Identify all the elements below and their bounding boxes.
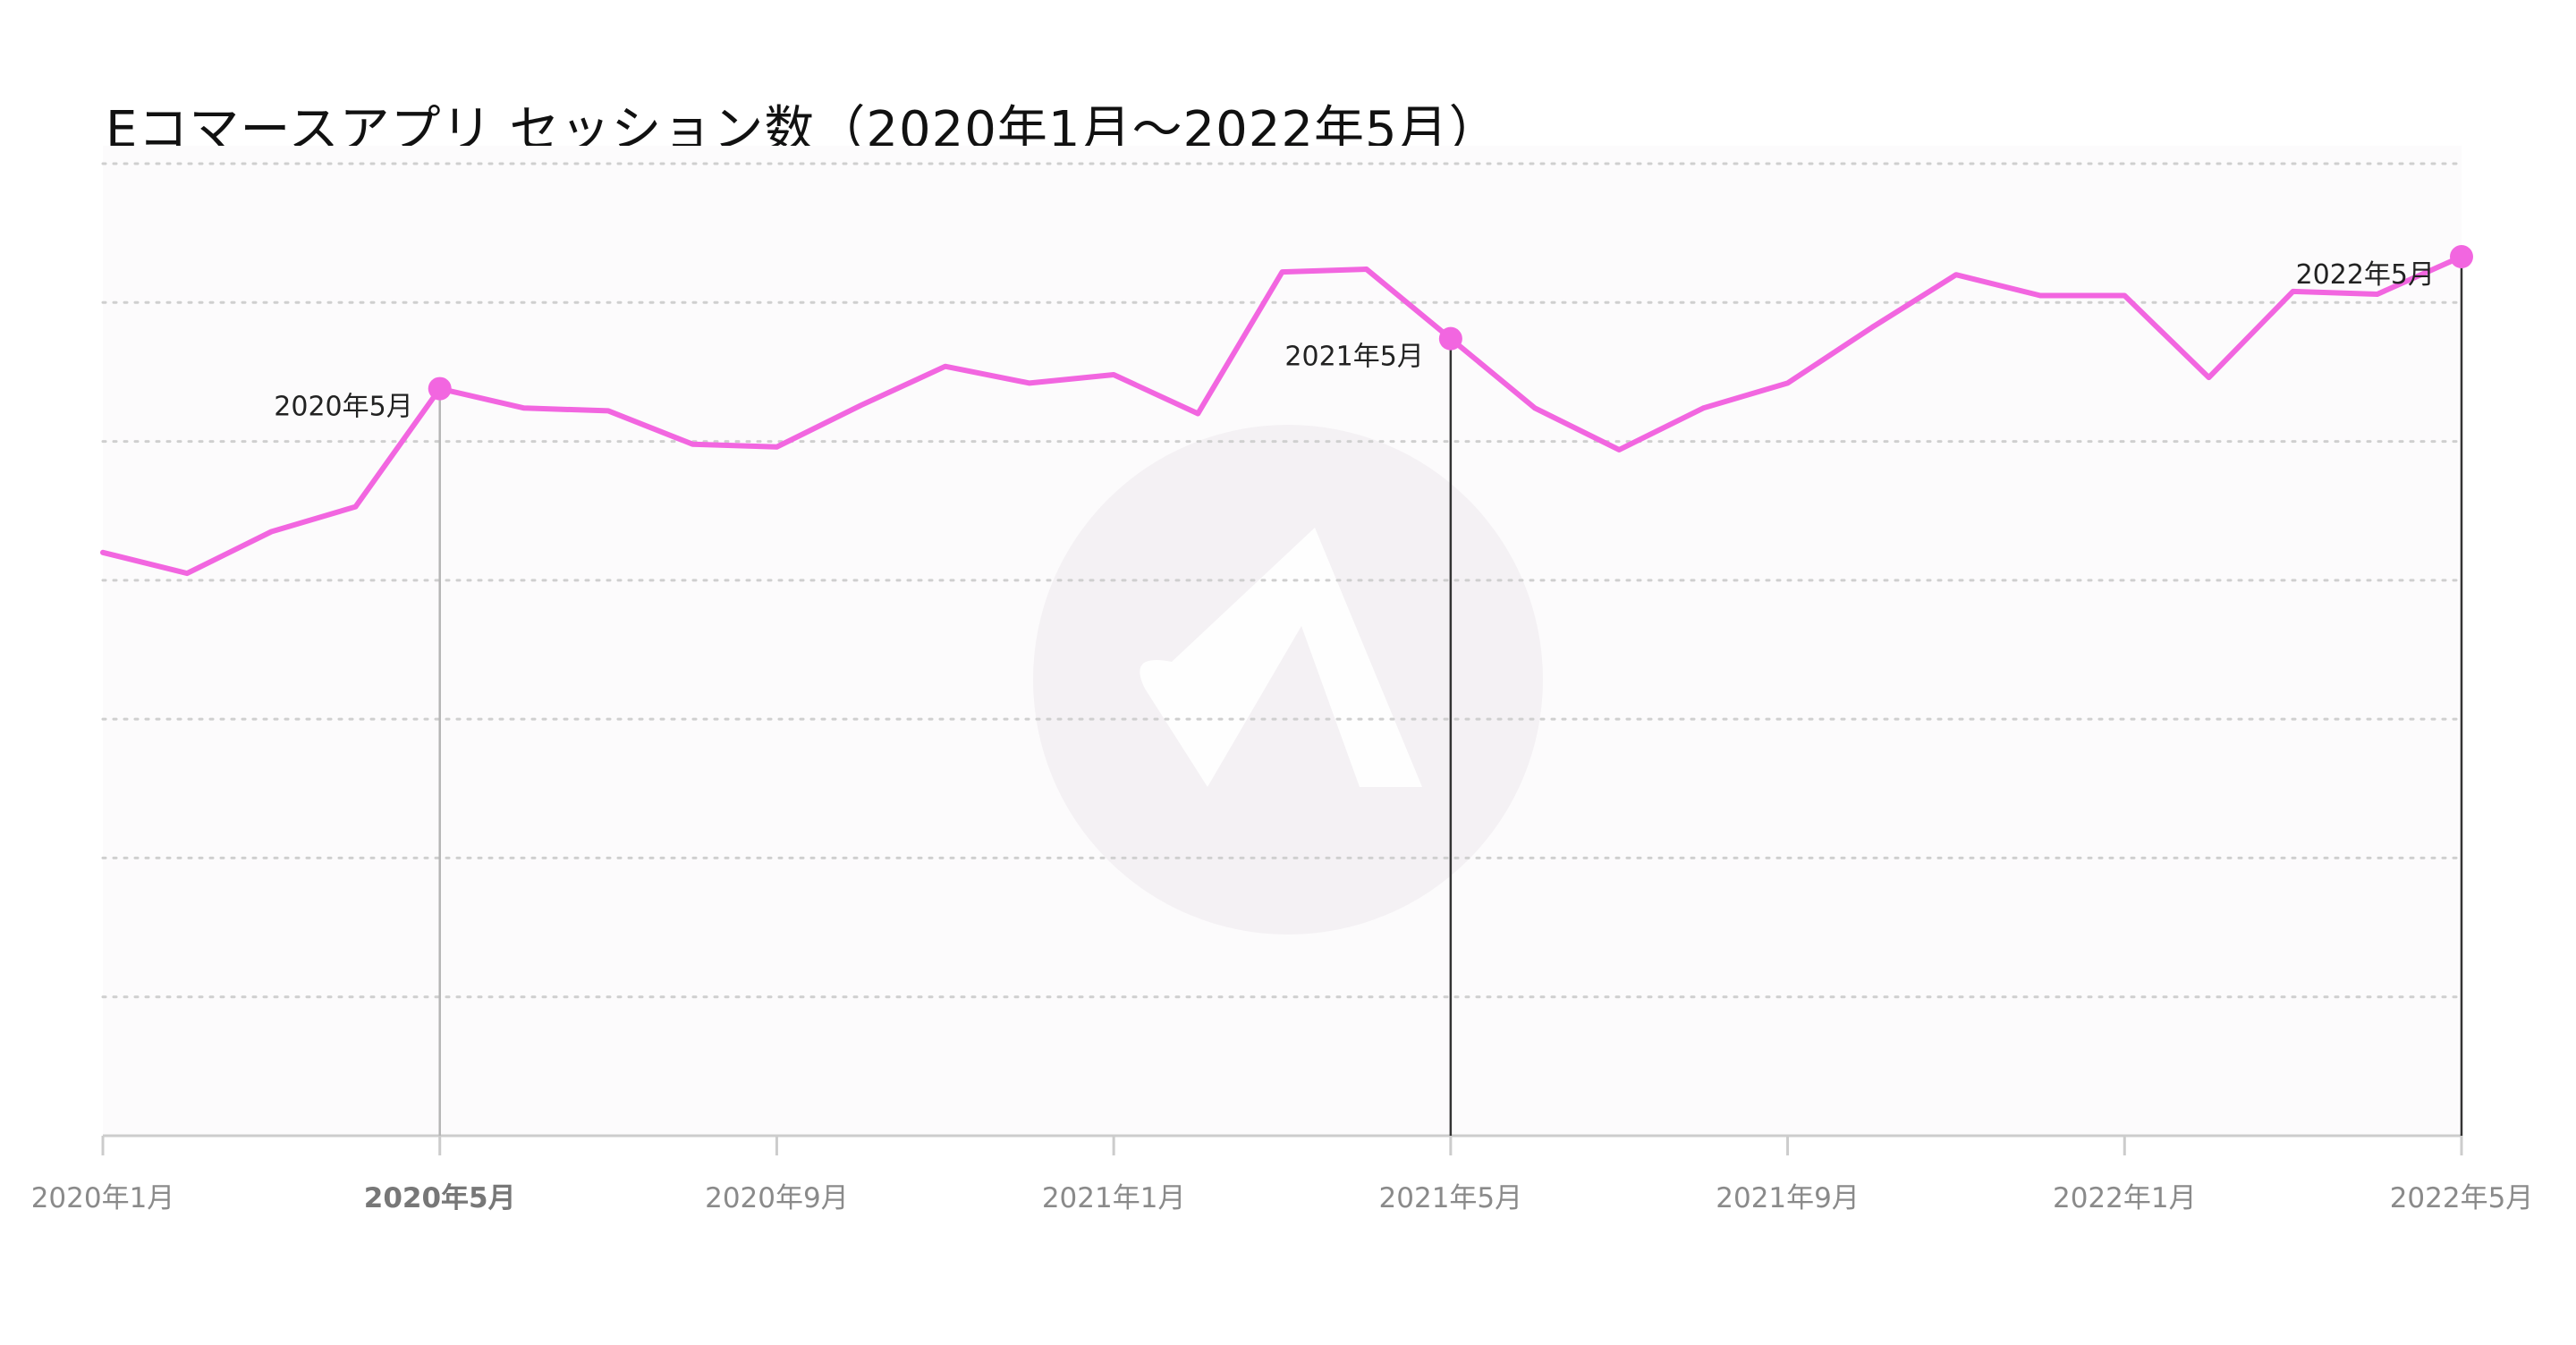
highlight-label: 2022年5月 [2296, 259, 2435, 291]
x-tick-label: 2021年1月 [1042, 1182, 1186, 1214]
watermark-logo-icon [1033, 425, 1543, 935]
x-tick-label: 2020年1月 [31, 1182, 175, 1214]
highlight-lines [438, 257, 2463, 1136]
x-axis: 2020年1月 2020年5月 2020年9月 2021年1月 2021年5月 2021年… [31, 1134, 2534, 1214]
x-tick-label: 2020年5月 [364, 1182, 516, 1214]
x-tick-label: 2021年5月 [1379, 1182, 1523, 1214]
series-line [100, 254, 2464, 577]
highlight-markers: 2020年5月 2021年5月 2022年5月 [274, 245, 2473, 423]
x-tick-label: 2021年9月 [1716, 1182, 1860, 1214]
highlight-label: 2021年5月 [1284, 342, 1423, 373]
series-lines [100, 254, 2464, 577]
x-tick-label: 2020年9月 [705, 1182, 849, 1214]
gridlines [101, 162, 2463, 999]
highlight-point [1438, 326, 1462, 351]
x-tick-label: 2022年1月 [2053, 1182, 2197, 1214]
highlight-point [2450, 245, 2473, 269]
x-tick-label: 2022年5月 [2390, 1182, 2534, 1214]
highlight-label: 2020年5月 [274, 392, 412, 423]
highlight-point [428, 376, 452, 401]
